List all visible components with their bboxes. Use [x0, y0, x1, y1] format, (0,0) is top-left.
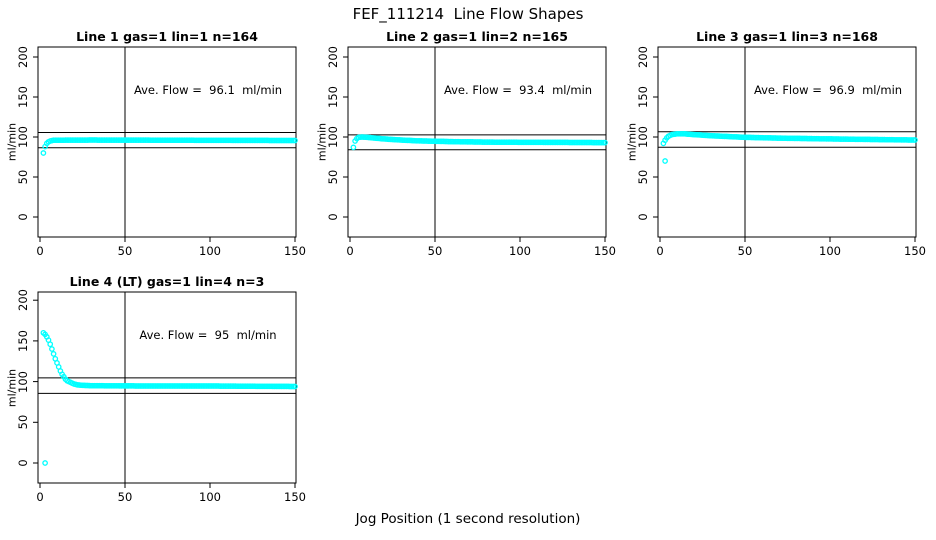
x-tick-label-2: 150: [594, 244, 616, 258]
y-tick-label-1: 50: [16, 169, 30, 185]
data-point: [292, 137, 298, 144]
panel-title-4: Line 4 (LT) gas=1 lin=4 n=3: [69, 274, 265, 289]
data-point: [602, 139, 608, 146]
x-tick-label-3: 150: [904, 244, 926, 258]
ave-flow-annotation-2: Ave. Flow = 93.4 ml/min: [443, 83, 593, 97]
panel-title-3: Line 3 gas=1 lin=3 n=168: [696, 29, 878, 44]
x-tick-label-4: 0: [36, 490, 44, 504]
data-point: [40, 150, 47, 156]
x-tick-label-2: 50: [427, 244, 443, 258]
x-tick-label-3: 100: [819, 244, 841, 258]
y-tick-label-2: 50: [326, 169, 340, 185]
data-series-1: [40, 137, 298, 156]
x-tick-label-1: 100: [199, 244, 221, 258]
data-point: [49, 346, 55, 352]
x-tick-label-4: 50: [117, 490, 133, 504]
x-tick-label-1: 150: [284, 244, 306, 258]
data-point: [47, 341, 54, 348]
y-tick-label-1: 200: [16, 46, 30, 68]
panel-title-1: Line 1 gas=1 lin=1 n=164: [76, 29, 258, 44]
y-axis-label-2: ml/min: [315, 122, 329, 162]
y-tick-label-3: 0: [636, 213, 650, 221]
y-tick-label-4: 200: [16, 289, 30, 312]
y-tick-label-2: 0: [326, 213, 340, 221]
ave-flow-annotation-4: Ave. Flow = 95 ml/min: [139, 328, 277, 342]
x-tick-label-2: 0: [346, 244, 354, 258]
x-tick-label-1: 50: [117, 244, 133, 258]
y-tick-label-2: 200: [326, 46, 340, 68]
ave-flow-annotation-1: Ave. Flow = 96.1 ml/min: [133, 83, 283, 97]
data-point: [50, 351, 57, 357]
plot-box-4: [37, 291, 297, 484]
outlier-point: [42, 460, 48, 466]
y-tick-label-4: 150: [16, 329, 30, 352]
y-tick-label-1: 150: [16, 86, 30, 108]
y-axis-label-1: ml/min: [5, 122, 19, 162]
data-series-4: [40, 329, 298, 466]
y-tick-label-1: 0: [16, 213, 30, 221]
x-tick-label-1: 0: [36, 244, 44, 258]
x-tick-label-4: 150: [284, 490, 306, 504]
ave-flow-annotation-3: Ave. Flow = 96.9 ml/min: [753, 83, 903, 97]
y-tick-label-4: 0: [16, 459, 30, 467]
data-point: [292, 383, 298, 390]
figure-title: FEF_111214 Line Flow Shapes: [352, 5, 584, 23]
panel-title-2: Line 2 gas=1 lin=2 n=165: [386, 29, 568, 44]
data-series-2: [350, 134, 608, 151]
data-point: [912, 137, 918, 143]
y-axis-label-4: ml/min: [5, 368, 19, 407]
y-axis-label-3: ml/min: [625, 122, 639, 162]
y-tick-label-3: 50: [636, 169, 650, 185]
outlier-point: [662, 158, 668, 164]
x-tick-label-4: 100: [199, 490, 221, 504]
y-tick-label-4: 50: [16, 414, 30, 430]
x-tick-label-2: 100: [509, 244, 531, 258]
y-tick-label-2: 150: [326, 86, 340, 108]
x-axis-label: Jog Position (1 second resolution): [355, 511, 581, 527]
x-tick-label-3: 0: [656, 244, 664, 258]
y-tick-label-3: 200: [636, 46, 650, 68]
x-tick-label-3: 50: [737, 244, 753, 258]
y-tick-label-3: 150: [636, 86, 650, 108]
data-series-3: [660, 130, 918, 164]
data-point: [350, 144, 357, 151]
